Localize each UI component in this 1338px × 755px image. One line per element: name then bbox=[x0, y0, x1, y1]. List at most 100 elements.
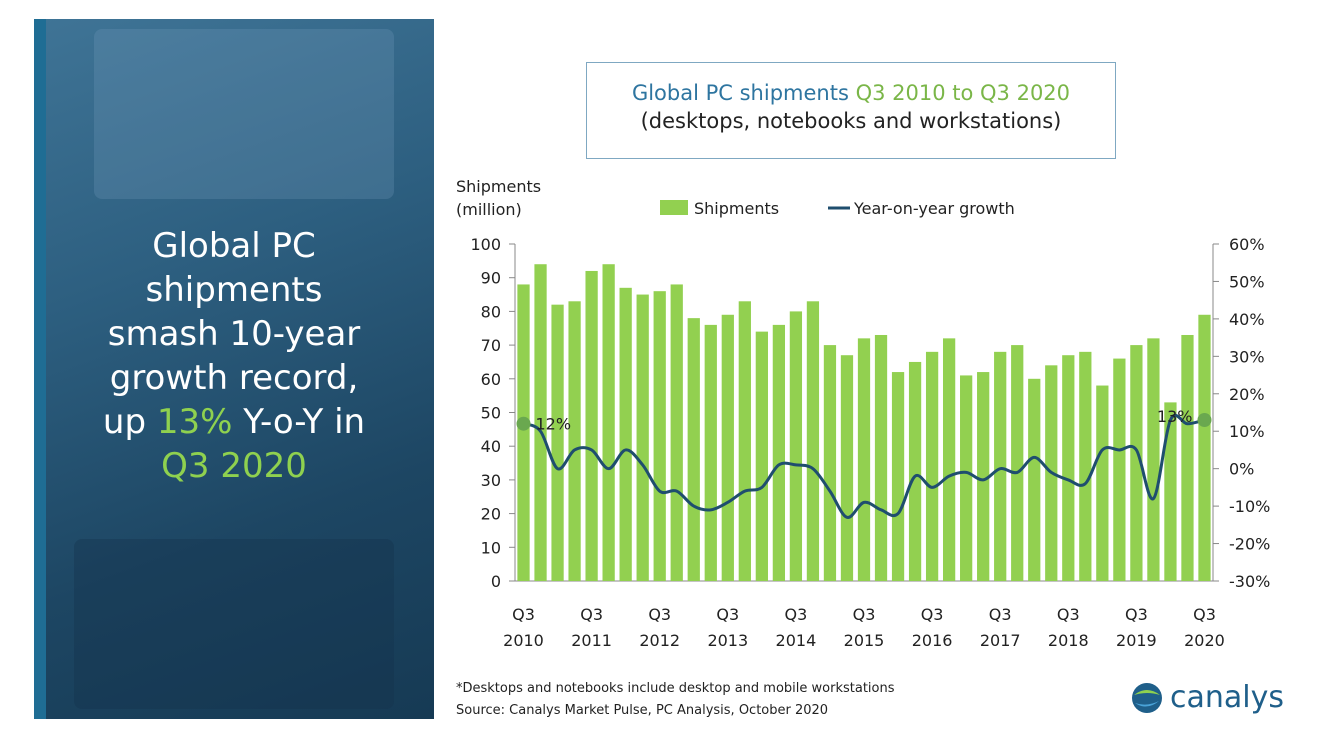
x-tick-label: Q3 bbox=[512, 605, 535, 624]
x-tick-label: 2020 bbox=[1184, 631, 1225, 650]
x-tick-label: 2015 bbox=[844, 631, 885, 650]
y-tick-label: 10 bbox=[481, 538, 501, 557]
y-tick-label: 70 bbox=[481, 336, 501, 355]
growth-line bbox=[522, 413, 1205, 519]
growth-marker bbox=[1197, 412, 1212, 427]
x-tick-label: Q3 bbox=[921, 605, 944, 624]
bar bbox=[1130, 345, 1143, 581]
bar bbox=[602, 264, 615, 581]
bar bbox=[551, 304, 564, 581]
tick-labels: 0 10 20 30 40 50 60 70 80 90 100 -30% -20% -10% 0% 10% 2… bbox=[470, 235, 1270, 650]
headline-highlight: Q3 2020 bbox=[161, 446, 307, 486]
bar bbox=[857, 338, 871, 581]
bar bbox=[925, 351, 939, 581]
y-tick-label: 30 bbox=[481, 471, 501, 490]
logo-text: canalys bbox=[1170, 680, 1284, 715]
bar bbox=[568, 301, 581, 581]
y2-tick-label: 60% bbox=[1229, 235, 1265, 254]
legend-swatch-shipments bbox=[660, 200, 688, 215]
x-tick-label: 2019 bbox=[1116, 631, 1157, 650]
legend-label-growth: Year-on-year growth bbox=[853, 199, 1015, 218]
bar bbox=[806, 301, 820, 581]
bar bbox=[636, 294, 649, 581]
headline-highlight: 13% bbox=[156, 402, 233, 442]
chart-subtitle: (desktops, notebooks and workstations) bbox=[640, 109, 1062, 133]
source-line: Source: Canalys Market Pulse, PC Analysi… bbox=[456, 703, 829, 718]
keyboard-background-image bbox=[74, 539, 394, 709]
x-tick-label: Q3 bbox=[1125, 605, 1148, 624]
x-tick-label: 2014 bbox=[776, 631, 817, 650]
bar bbox=[1113, 358, 1126, 581]
growth-annotation: 12% bbox=[536, 415, 572, 434]
chart-title: Global PC shipments Q3 2010 to Q3 2020 bbox=[587, 79, 1115, 107]
y-tick-label: 20 bbox=[481, 505, 501, 524]
y2-tick-label: 10% bbox=[1229, 422, 1265, 441]
x-tick-label: Q3 bbox=[716, 605, 739, 624]
bar bbox=[960, 375, 973, 581]
x-tick-label: 2011 bbox=[571, 631, 612, 650]
headline-line: smash 10-year bbox=[107, 314, 361, 354]
bar bbox=[977, 372, 990, 581]
y2-tick-label: 20% bbox=[1229, 385, 1265, 404]
left-panel: Global PC shipments smash 10-year growth… bbox=[34, 19, 434, 719]
x-tick-label: Q3 bbox=[580, 605, 603, 624]
chart-title-part2: Q3 2010 to Q3 2020 bbox=[855, 81, 1071, 105]
x-tick-label: 2016 bbox=[912, 631, 953, 650]
bar bbox=[1028, 378, 1041, 581]
growth-line-layer bbox=[516, 412, 1212, 519]
headline: Global PC shipments smash 10-year growth… bbox=[34, 224, 434, 488]
y-tick-label: 100 bbox=[470, 235, 501, 254]
x-tick-label: 2013 bbox=[707, 631, 748, 650]
x-tick-label: Q3 bbox=[648, 605, 671, 624]
growth-marker bbox=[516, 416, 531, 431]
y-axis-label-line2: (million) bbox=[456, 200, 522, 219]
x-tick-label: 2017 bbox=[980, 631, 1021, 650]
headline-line: shipments bbox=[145, 270, 323, 310]
bars bbox=[517, 264, 1211, 581]
x-tick-label: 2012 bbox=[639, 631, 680, 650]
footnote-line: *Desktops and notebooks include desktop … bbox=[456, 681, 895, 696]
bar bbox=[534, 264, 547, 581]
headline-text: up bbox=[102, 402, 157, 442]
bar bbox=[772, 324, 786, 581]
bar bbox=[1096, 385, 1109, 581]
headline-text: Y-o-Y in bbox=[232, 402, 366, 442]
left-accent-bar bbox=[34, 19, 46, 719]
laptop-background-image bbox=[94, 29, 394, 199]
y-tick-label: 40 bbox=[481, 437, 501, 456]
headline-line: Global PC bbox=[152, 226, 316, 266]
bar bbox=[755, 331, 768, 581]
bar bbox=[1062, 355, 1075, 581]
bar bbox=[1181, 334, 1194, 581]
bar bbox=[1147, 338, 1160, 581]
bar bbox=[823, 345, 837, 581]
headline-line: up 13% Y-o-Y in bbox=[34, 400, 434, 444]
x-tick-label: Q3 bbox=[1193, 605, 1216, 624]
bar bbox=[1164, 402, 1177, 581]
y2-tick-label: 40% bbox=[1229, 310, 1265, 329]
y2-tick-label: -20% bbox=[1229, 535, 1270, 554]
bar bbox=[994, 351, 1007, 581]
y2-tick-label: 0% bbox=[1229, 460, 1254, 479]
y-tick-label: 80 bbox=[481, 302, 501, 321]
bar bbox=[874, 334, 888, 581]
y2-tick-label: 30% bbox=[1229, 347, 1265, 366]
x-tick-label: 2018 bbox=[1048, 631, 1089, 650]
growth-annotation: 13% bbox=[1157, 407, 1193, 426]
x-tick-label: Q3 bbox=[1057, 605, 1080, 624]
bar bbox=[738, 301, 751, 581]
bar bbox=[619, 287, 632, 581]
y-axis-label-line1: Shipments bbox=[456, 177, 541, 196]
canalys-logo: canalys bbox=[1130, 680, 1284, 715]
chart-title-part1: Global PC shipments bbox=[631, 81, 856, 105]
bar bbox=[840, 355, 854, 581]
headline-line: growth record, bbox=[109, 358, 359, 398]
bar bbox=[687, 318, 700, 581]
bar bbox=[721, 314, 734, 581]
bar bbox=[1198, 314, 1211, 581]
globe-icon bbox=[1132, 682, 1162, 713]
footnote: *Desktops and notebooks include desktop … bbox=[456, 678, 895, 722]
x-tick-label: 2010 bbox=[503, 631, 544, 650]
x-tick-label: Q3 bbox=[853, 605, 876, 624]
